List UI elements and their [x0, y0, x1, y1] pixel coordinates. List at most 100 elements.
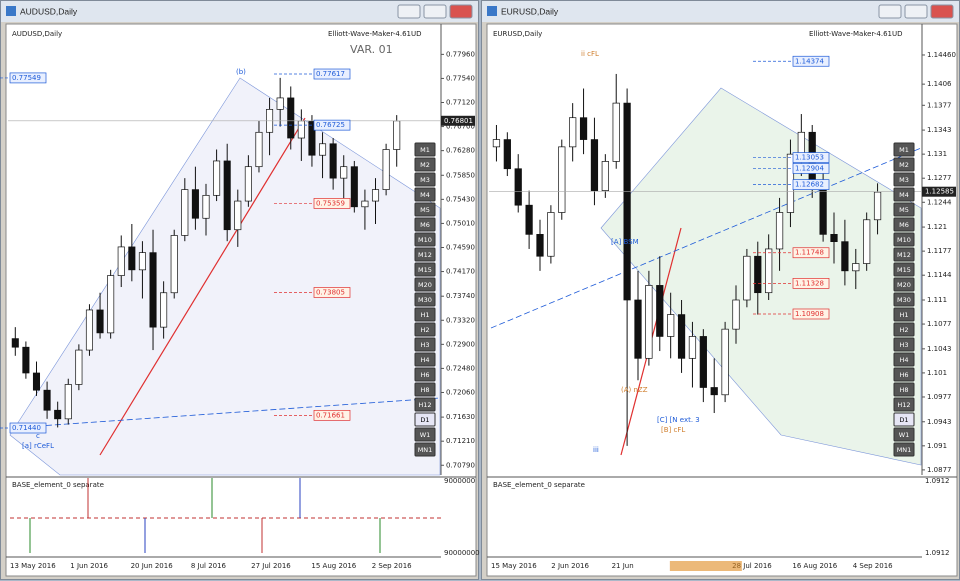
timeframe-label: M10 [897, 236, 911, 244]
candle-body [319, 143, 327, 156]
timeframe-button[interactable] [893, 172, 915, 187]
candle-body [43, 389, 51, 411]
timeframe-button[interactable] [414, 172, 436, 187]
timeframe-label: H6 [899, 371, 908, 379]
date-label: 28 Jul 2016 [732, 562, 772, 570]
candle-body [329, 143, 337, 179]
y-tick-label: 0.71210 [446, 437, 475, 445]
timeframe-button[interactable] [414, 142, 436, 157]
candle-body [54, 409, 62, 420]
y-tick-label: 1.121 [927, 223, 947, 231]
timeframe-button[interactable] [414, 427, 436, 442]
y-tick-label: 1.1377 [927, 101, 952, 109]
timeframe-button[interactable] [893, 442, 915, 457]
timeframe-button[interactable] [893, 262, 915, 277]
timeframe-label: H2 [899, 326, 908, 334]
app-icon [487, 6, 497, 16]
app-icon [6, 6, 16, 16]
maximize-button[interactable] [904, 4, 928, 19]
timeframe-button[interactable] [893, 217, 915, 232]
timeframe-button[interactable] [414, 322, 436, 337]
timeframe-button[interactable] [414, 217, 436, 232]
timeframe-button[interactable] [414, 262, 436, 277]
candle-body [732, 299, 740, 330]
candle-body [32, 372, 41, 391]
timeframe-button[interactable] [414, 397, 436, 412]
timeframe-button[interactable] [893, 247, 915, 262]
y-tick-label: 0.77960 [446, 50, 475, 58]
candle-body [863, 219, 871, 264]
timeframe-button[interactable] [893, 322, 915, 337]
timeframe-button[interactable] [893, 277, 915, 292]
date-label: 21 Jun [612, 562, 634, 570]
timeframe-button[interactable] [414, 442, 436, 457]
timeframe-label: W1 [420, 431, 431, 439]
wave-label: c [36, 432, 40, 440]
level-label: 1.12682 [795, 181, 824, 189]
timeframe-button[interactable] [414, 367, 436, 382]
candle-body [743, 255, 751, 301]
candle-body [699, 336, 707, 388]
timeframe-button[interactable] [414, 412, 436, 427]
y-tick-label: 1.1244 [927, 198, 952, 206]
level-label: 1.11748 [795, 249, 824, 257]
maximize-button[interactable] [423, 4, 447, 19]
y-tick-label: 1.101 [927, 369, 947, 377]
y-tick-label: 1.1406 [927, 80, 952, 88]
timeframe-button[interactable] [414, 157, 436, 172]
timeframe-button[interactable] [893, 292, 915, 307]
timeframe-button[interactable] [893, 382, 915, 397]
level-box [9, 72, 47, 84]
y-tick-label: 1.1343 [927, 126, 952, 134]
candle-body [160, 292, 168, 328]
timeframe-button[interactable] [893, 307, 915, 322]
timeframe-button[interactable] [414, 187, 436, 202]
timeframe-button[interactable] [414, 352, 436, 367]
timeframe-button[interactable] [414, 337, 436, 352]
timeframe-label: H2 [420, 326, 429, 334]
level-box [792, 55, 830, 67]
timeframe-button[interactable] [893, 397, 915, 412]
timeframe-button[interactable] [893, 202, 915, 217]
level-box [792, 278, 830, 289]
timeframe-button[interactable] [414, 277, 436, 292]
timeframe-label: M2 [420, 161, 430, 169]
y-tick-label: 0.72060 [446, 388, 475, 396]
timeframe-button[interactable] [893, 187, 915, 202]
timeframe-button[interactable] [893, 337, 915, 352]
window-title: AUDUSD,Daily [20, 6, 78, 16]
timeframe-button[interactable] [893, 142, 915, 157]
candle-body [721, 328, 729, 396]
timeframe-button[interactable] [414, 307, 436, 322]
timeframe-button[interactable] [893, 232, 915, 247]
timeframe-button[interactable] [893, 367, 915, 382]
timeframe-button[interactable] [893, 427, 915, 442]
close-button[interactable] [930, 4, 954, 19]
timeframe-button[interactable] [893, 412, 915, 427]
y-tick-label: 1.0877 [927, 466, 952, 474]
candle-body [667, 314, 675, 337]
timeframe-button[interactable] [414, 232, 436, 247]
y-tick-label: 0.75010 [446, 219, 475, 227]
minimize-button[interactable] [878, 4, 902, 19]
close-button[interactable] [449, 4, 473, 19]
timeframe-button[interactable] [893, 157, 915, 172]
level-label: 0.76725 [316, 121, 345, 129]
y-tick-label: 1.1043 [927, 345, 952, 353]
candle-body [547, 212, 555, 257]
level-box [792, 163, 830, 174]
chart-label: EURUSD,Daily [493, 30, 542, 38]
candle-body [634, 299, 642, 359]
timeframe-button[interactable] [414, 247, 436, 262]
timeframe-button[interactable] [414, 202, 436, 217]
timeframe-button[interactable] [893, 352, 915, 367]
y-tick-label: 1.14460 [927, 51, 956, 59]
minimize-button[interactable] [397, 4, 421, 19]
candle-body [492, 139, 501, 148]
timeframe-label: H4 [899, 356, 908, 364]
timeframe-label: M3 [420, 176, 430, 184]
timeframe-button[interactable] [414, 292, 436, 307]
timeframe-button[interactable] [414, 382, 436, 397]
timeframe-label: M1 [899, 146, 909, 154]
level-label: 0.77617 [316, 70, 345, 78]
